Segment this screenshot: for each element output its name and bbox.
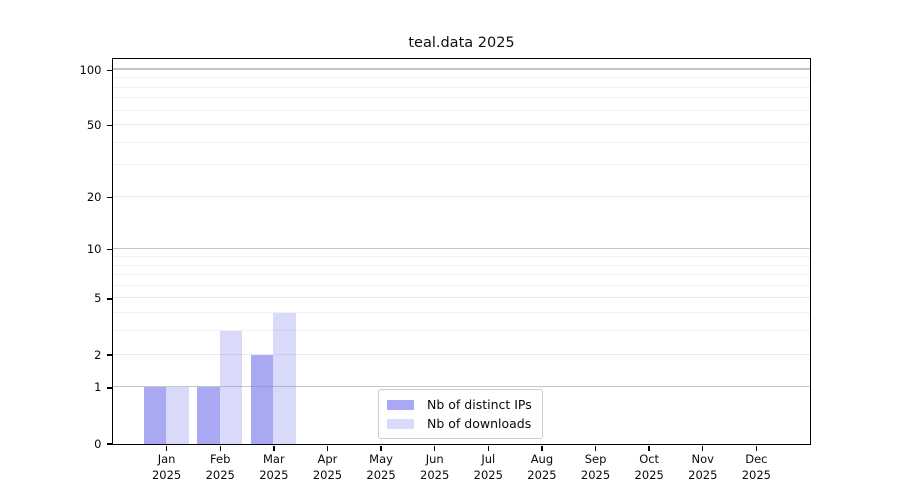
x-tick-label-sep-2025: Sep 2025 (580, 452, 611, 482)
y-tick-mark-50 (106, 124, 112, 127)
x-tick-label-feb-2025: Feb 2025 (205, 452, 235, 482)
major-gridline-10 (112, 247, 810, 250)
y-tick-mark-0 (106, 443, 112, 445)
x-tick-mark-oct-2025 (648, 445, 650, 451)
bar-distinct-ips-mar-2025 (250, 354, 274, 444)
y-tick-label-100: 100 (79, 62, 102, 77)
major-gridline-1 (112, 385, 810, 388)
y-tick-label-20: 20 (86, 189, 102, 204)
x-tick-mark-dec-2025 (755, 445, 758, 451)
x-tick-label-jan-2025: Jan 2025 (151, 452, 182, 482)
y-tick-label-1: 1 (94, 380, 102, 395)
bar-downloads-mar-2025 (273, 313, 296, 444)
labeled-gridline-50 (112, 124, 810, 126)
minor-gridline-80 (112, 86, 810, 88)
minor-gridline-3 (112, 330, 810, 332)
x-tick-label-oct-2025: Oct 2025 (634, 452, 664, 482)
x-tick-mark-apr-2025 (326, 445, 329, 451)
x-tick-label-dec-2025: Dec 2025 (741, 452, 772, 482)
x-tick-mark-jan-2025 (165, 445, 168, 451)
y-tick-label-2: 2 (94, 347, 102, 362)
labeled-gridline-2 (112, 353, 810, 355)
y-tick-mark-20 (106, 196, 112, 199)
x-tick-label-jun-2025: Jun 2025 (420, 452, 450, 482)
legend-item-downloads: Nb of downloads (387, 416, 532, 431)
minor-gridline-70 (112, 97, 810, 99)
x-tick-label-mar-2025: Mar 2025 (259, 452, 289, 482)
legend-item-distinct-ips: Nb of distinct IPs (387, 397, 532, 412)
x-tick-label-nov-2025: Nov 2025 (688, 452, 718, 482)
plot-area (111, 57, 811, 445)
x-tick-mark-aug-2025 (541, 445, 543, 451)
legend-label-distinct-ips: Nb of distinct IPs (427, 397, 532, 412)
minor-gridline-9 (112, 256, 810, 258)
bar-distinct-ips-feb-2025 (197, 387, 220, 444)
x-tick-mark-mar-2025 (273, 445, 275, 451)
bar-distinct-ips-jan-2025 (143, 387, 167, 444)
labeled-gridline-20 (112, 195, 810, 197)
x-tick-label-may-2025: May 2025 (366, 452, 396, 482)
legend-label-downloads: Nb of downloads (427, 416, 532, 431)
x-tick-mark-may-2025 (380, 445, 382, 451)
minor-gridline-90 (112, 77, 810, 79)
y-tick-mark-5 (106, 298, 112, 300)
y-tick-mark-100 (106, 69, 112, 71)
minor-gridline-60 (112, 109, 810, 111)
y-tick-mark-2 (106, 354, 112, 356)
x-tick-mark-feb-2025 (219, 445, 221, 451)
minor-gridline-8 (112, 264, 810, 266)
x-tick-mark-nov-2025 (702, 445, 704, 451)
y-tick-label-0: 0 (94, 436, 102, 451)
minor-gridline-4 (112, 312, 810, 314)
y-tick-label-10: 10 (86, 242, 102, 257)
minor-gridline-30 (112, 164, 810, 166)
x-tick-label-apr-2025: Apr 2025 (312, 452, 343, 482)
labeled-gridline-5 (112, 297, 810, 299)
legend-swatch-distinct-ips-icon (387, 399, 414, 410)
legend: Nb of distinct IPs Nb of downloads (378, 389, 543, 439)
x-tick-label-aug-2025: Aug 2025 (527, 452, 557, 482)
x-tick-mark-jul-2025 (487, 445, 489, 451)
chart-title: teal.data 2025 (408, 35, 515, 51)
y-tick-label-50: 50 (86, 118, 102, 133)
minor-gridline-40 (112, 141, 810, 143)
y-tick-mark-10 (106, 249, 112, 251)
bar-downloads-feb-2025 (219, 331, 243, 444)
y-tick-label-5: 5 (94, 291, 102, 306)
minor-gridline-6 (112, 284, 810, 286)
x-tick-label-jul-2025: Jul 2025 (473, 452, 503, 482)
major-gridline-100 (112, 68, 810, 70)
x-tick-mark-jun-2025 (433, 445, 436, 451)
y-tick-mark-1 (106, 387, 112, 389)
bar-downloads-jan-2025 (166, 387, 189, 444)
legend-swatch-downloads-icon (387, 418, 414, 429)
minor-gridline-7 (112, 274, 810, 276)
x-tick-mark-sep-2025 (594, 445, 597, 451)
